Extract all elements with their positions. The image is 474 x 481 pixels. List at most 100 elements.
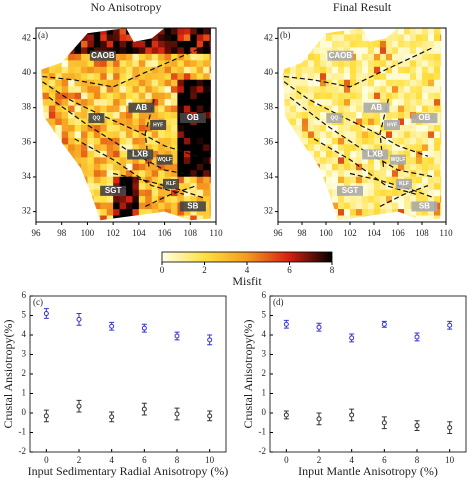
heat-cell: [380, 112, 387, 120]
heat-cell: [320, 183, 327, 191]
heat-cell: [398, 79, 405, 87]
heat-cell: [398, 215, 405, 221]
heat-cell: [332, 163, 339, 171]
heat-cell: [302, 40, 309, 48]
heat-cell: [126, 176, 133, 184]
heat-cell: [177, 34, 185, 42]
heat-cell: [374, 170, 381, 178]
heat-cell: [81, 176, 88, 184]
heat-cell: [126, 79, 133, 87]
heat-cell: [203, 144, 211, 152]
heat-cell: [356, 170, 363, 178]
heat-cell: [61, 112, 69, 120]
heat-cell: [196, 53, 204, 61]
heat-cell: [48, 47, 56, 55]
heat-cell: [138, 28, 146, 35]
heat-cell: [398, 66, 405, 74]
heat-cell: [151, 202, 159, 210]
label-box: [337, 185, 363, 196]
heat-cell: [126, 47, 133, 55]
heat-cell: [392, 66, 399, 74]
heat-cell: [132, 170, 140, 178]
heat-cell: [338, 215, 345, 221]
heat-cell: [308, 125, 315, 132]
heat-cell: [296, 176, 303, 184]
heat-cell: [126, 163, 133, 171]
heat-cell: [374, 144, 381, 152]
heat-cell: [81, 189, 88, 197]
heat-cell: [290, 137, 297, 145]
heat-cell: [183, 137, 191, 145]
heat-cell: [106, 79, 114, 87]
heat-cell: [440, 183, 442, 191]
heat-cell: [183, 209, 191, 217]
heat-cell: [41, 137, 43, 145]
heat-cell: [126, 86, 133, 94]
heat-cell: [282, 209, 285, 217]
heat-cell: [87, 105, 95, 113]
heat-cell: [296, 79, 303, 87]
heat-cell: [282, 163, 285, 171]
heat-cell: [308, 118, 315, 126]
x-tick-label: 8: [330, 265, 335, 275]
heat-cell: [113, 131, 121, 139]
heat-cell: [81, 137, 88, 145]
heat-cell: [81, 118, 88, 126]
heat-cell: [171, 170, 178, 178]
heat-cell: [290, 40, 297, 48]
heat-cell: [320, 86, 327, 94]
heat-cell: [356, 66, 363, 74]
heat-cell: [68, 189, 76, 197]
heat-cell: [145, 176, 153, 184]
heat-cell: [74, 196, 82, 204]
heat-cell: [356, 196, 363, 204]
heat-cell: [106, 86, 114, 94]
point: [174, 333, 180, 339]
heat-cell: [190, 137, 198, 145]
x-tick-label: 102: [106, 228, 120, 238]
heat-cell: [126, 60, 133, 68]
heat-cell: [93, 131, 101, 139]
heat-cell: [145, 34, 153, 42]
heat-cell: [392, 40, 399, 48]
heat-cell: [209, 209, 211, 217]
heat-cell: [177, 183, 185, 191]
map-label: CAOB: [91, 51, 115, 60]
heat-cell: [350, 144, 357, 152]
heat-cell: [416, 47, 423, 55]
heat-cell: [126, 66, 133, 74]
heat-cell: [145, 118, 153, 126]
heat-cell: [87, 170, 95, 178]
heat-cell: [183, 53, 191, 61]
heat-cell: [392, 112, 399, 120]
heat-cell: [416, 60, 423, 68]
heat-cell: [332, 125, 339, 132]
heat-cell: [164, 92, 172, 100]
y-tick-label: -1: [259, 427, 267, 437]
x-tick-label: 4: [245, 265, 250, 275]
heat-cell: [302, 209, 309, 217]
map-label: AB: [136, 103, 148, 112]
heat-cell: [320, 79, 327, 87]
heat-cell: [380, 176, 387, 184]
heat-cell: [404, 163, 411, 171]
point: [43, 413, 49, 419]
heat-cell: [42, 196, 50, 204]
heat-cell: [132, 60, 140, 68]
heat-cell: [416, 150, 423, 158]
heat-cell: [74, 66, 82, 74]
heat-cell: [356, 86, 363, 94]
heat-cell: [416, 137, 423, 145]
heat-cell: [326, 157, 333, 165]
heat-cell: [190, 176, 198, 184]
heat-cell: [320, 53, 327, 61]
heat-cell: [100, 40, 108, 48]
heat-cell: [55, 73, 63, 81]
heat-cell: [392, 163, 399, 171]
heat-cell: [380, 163, 387, 171]
heat-cell: [55, 170, 63, 178]
heat-cell: [296, 131, 303, 139]
map-label: OB: [418, 113, 430, 122]
heat-cell: [326, 66, 333, 74]
heat-cell: [380, 125, 387, 132]
